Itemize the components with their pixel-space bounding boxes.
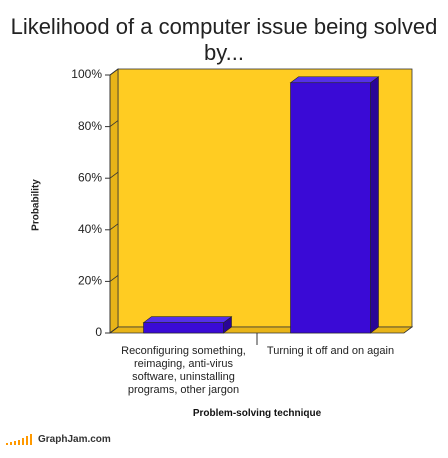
y-tick-label: 80%	[78, 119, 102, 133]
grid-line	[109, 120, 119, 127]
y-tick-label: 40%	[78, 222, 102, 236]
grid-line	[109, 275, 119, 282]
x-tick-label: Turning it off and on again	[266, 345, 395, 357]
grid-line	[109, 223, 119, 231]
bar-top	[289, 76, 380, 84]
bar	[290, 82, 371, 334]
chart-title: Likelihood of a computer issue being sol…	[10, 14, 438, 65]
source: GraphJam.com	[38, 434, 111, 445]
y-axis-label: Probability	[31, 179, 42, 231]
y-tick-label: 0	[95, 325, 102, 339]
grid-line	[109, 68, 119, 76]
y-tick-label: 60%	[78, 170, 102, 184]
grid-line	[109, 171, 119, 179]
y-tick-label: 20%	[78, 274, 102, 288]
side-wall	[109, 68, 119, 334]
x-axis-label: Problem-solving technique	[192, 408, 322, 419]
logo-icon	[6, 434, 32, 445]
bar-top	[142, 316, 233, 323]
y-tick-label: 100%	[71, 67, 102, 81]
bar	[143, 322, 224, 334]
bar-side	[370, 76, 379, 334]
x-tick-label: Reconfiguring something, reimaging, anti…	[121, 345, 246, 396]
grid-line	[109, 326, 119, 334]
